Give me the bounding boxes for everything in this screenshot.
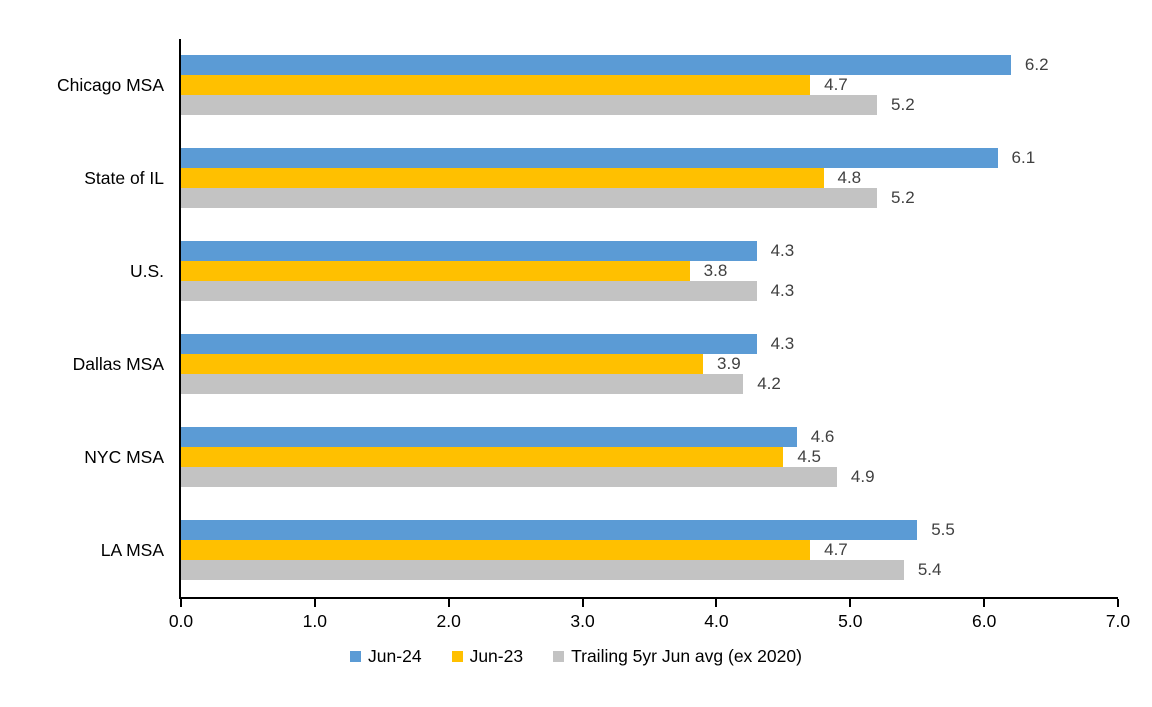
chart-row: 6.2 4.7 5.2: [181, 39, 1118, 132]
bar-jun-23: [181, 168, 824, 188]
bar-jun-24: [181, 427, 797, 447]
bar-trailing-5yr-jun-avg-ex-2020-: [181, 560, 904, 580]
x-axis-tick-label: 1.0: [302, 611, 327, 631]
y-axis-category-labels: Chicago MSA State of IL U.S. Dallas MSA NYC …: [0, 39, 164, 597]
x-axis-tick-label: 0.0: [168, 611, 194, 631]
category-label: NYC MSA: [84, 447, 164, 467]
bar-jun-24: [181, 334, 757, 354]
x-axis-line: [179, 597, 1118, 599]
value-label: 5.5: [931, 520, 955, 539]
category-label: State of IL: [84, 168, 164, 188]
bar-jun-24: [181, 520, 918, 540]
x-axis-tick: [849, 599, 852, 607]
legend-label: Trailing 5yr Jun avg (ex 2020): [571, 645, 802, 666]
value-label: 4.5: [797, 447, 821, 466]
x-axis-tick-label: 7.0: [1105, 611, 1131, 631]
plot-area: 6.2 4.7 5.2 6.1 4.8 5.2 4.3 3.8 4.3 4.3 3.9 4.2 4.6 4…: [179, 39, 1118, 599]
legend-swatch-icon: [350, 650, 362, 662]
bar-trailing-5yr-jun-avg-ex-2020-: [181, 467, 837, 487]
legend-label: Jun-24: [368, 645, 422, 666]
bar-trailing-5yr-jun-avg-ex-2020-: [181, 95, 878, 115]
legend-item: Jun-23: [451, 645, 524, 667]
chart-legend: Jun-24 Jun-23 Trailing 5yr Jun avg (ex 202…: [0, 644, 1152, 668]
bar-trailing-5yr-jun-avg-ex-2020-: [181, 374, 744, 394]
x-axis-tick: [447, 599, 450, 607]
value-label: 4.3: [770, 334, 795, 353]
category-label: Chicago MSA: [57, 75, 164, 95]
x-axis-tick-label: 5.0: [838, 611, 863, 631]
x-axis-tick-label: 3.0: [570, 611, 595, 631]
bar-jun-23: [181, 261, 690, 281]
x-axis-tick-label: 2.0: [436, 611, 461, 631]
bar-jun-24: [181, 148, 998, 168]
chart-row: 6.1 4.8 5.2: [181, 132, 1118, 225]
bar-jun-23: [181, 75, 811, 95]
category-label: Dallas MSA: [72, 354, 164, 374]
legend-swatch-icon: [553, 650, 565, 662]
chart-row: 5.5 4.7 5.4: [181, 504, 1118, 597]
value-label: 5.4: [917, 560, 942, 579]
bar-jun-23: [181, 540, 811, 560]
bar-trailing-5yr-jun-avg-ex-2020-: [181, 188, 878, 208]
value-label: 5.2: [891, 95, 915, 114]
bar-jun-24: [181, 55, 1011, 75]
x-axis-tick: [983, 599, 986, 607]
x-axis-tick: [1117, 599, 1119, 607]
x-axis-tick: [313, 599, 316, 607]
value-label: 4.9: [850, 467, 875, 486]
chart-row: 4.3 3.8 4.3: [181, 225, 1118, 318]
bar-jun-24: [181, 241, 757, 261]
x-axis-tick: [715, 599, 718, 607]
value-label: 3.8: [703, 261, 728, 280]
x-axis-tick-label: 6.0: [971, 611, 997, 631]
value-label: 6.1: [1011, 148, 1036, 167]
bar-jun-23: [181, 447, 784, 467]
value-label: 4.7: [824, 75, 848, 94]
value-label: 4.2: [757, 374, 781, 393]
chart-row: 4.3 3.9 4.2: [181, 318, 1118, 411]
value-label: 4.3: [770, 281, 795, 300]
legend-swatch-icon: [451, 650, 463, 662]
chart-row: 4.6 4.5 4.9: [181, 411, 1118, 504]
legend-item: Jun-24: [350, 646, 422, 667]
x-axis-ticks: [180, 599, 1119, 607]
x-axis-tick: [180, 599, 182, 607]
x-axis-tick-label: 4.0: [704, 611, 729, 631]
legend-label: Jun-23: [469, 645, 524, 666]
value-label: 4.7: [824, 540, 848, 559]
bar-trailing-5yr-jun-avg-ex-2020-: [181, 281, 757, 301]
x-axis-tick: [581, 599, 584, 607]
value-label: 5.2: [891, 188, 915, 207]
value-label: 4.6: [810, 427, 835, 446]
legend-item: Trailing 5yr Jun avg (ex 2020): [553, 646, 802, 667]
value-label: 4.3: [770, 241, 795, 260]
x-axis-tick-labels: 0.0 1.0 2.0 3.0 4.0 5.0 6.0 7.0: [169, 611, 1130, 633]
category-label: U.S.: [129, 261, 164, 281]
category-label: LA MSA: [100, 540, 164, 560]
value-label: 3.9: [717, 354, 741, 373]
y-axis-line: [179, 39, 181, 599]
bar-jun-23: [181, 354, 704, 374]
value-label: 4.8: [837, 168, 862, 187]
value-label: 6.2: [1024, 55, 1049, 74]
